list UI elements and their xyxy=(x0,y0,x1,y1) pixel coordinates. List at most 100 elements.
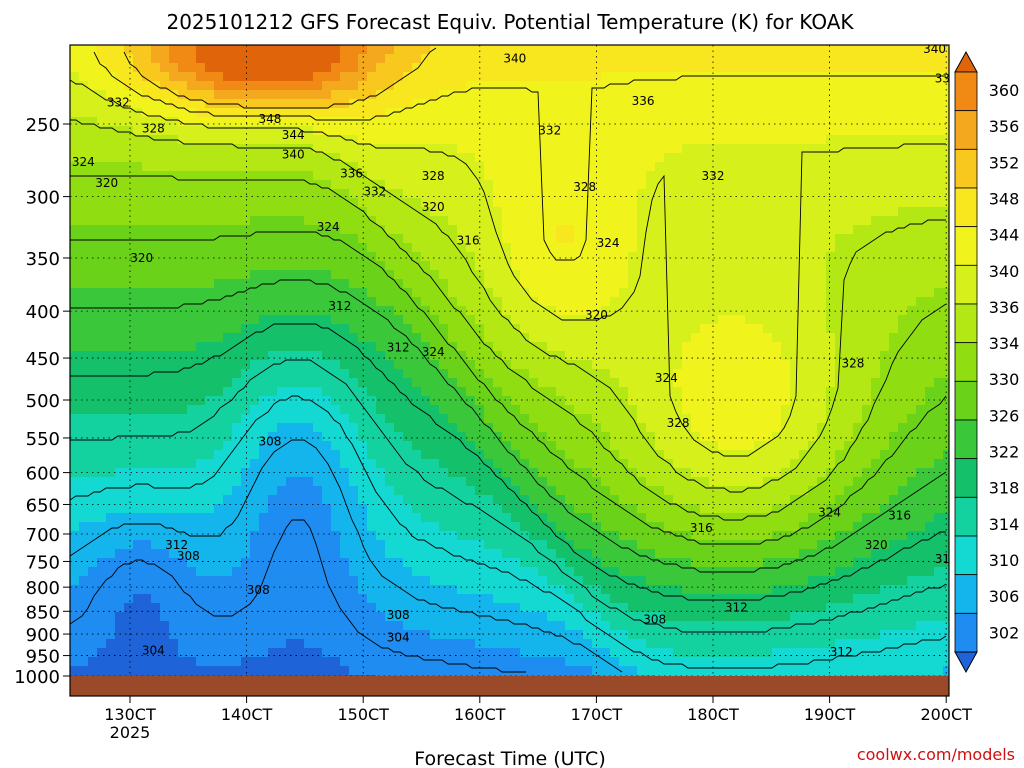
field-cell xyxy=(511,63,521,73)
field-cell xyxy=(151,414,161,424)
field-cell xyxy=(943,162,949,172)
field-cell xyxy=(907,495,917,505)
field-cell xyxy=(331,162,341,172)
field-cell xyxy=(421,108,431,118)
field-cell xyxy=(394,171,404,181)
field-cell xyxy=(889,270,899,280)
field-cell xyxy=(70,459,80,469)
field-cell xyxy=(601,423,611,433)
field-cell xyxy=(610,315,620,325)
field-cell xyxy=(502,234,512,244)
field-cell xyxy=(376,198,386,208)
field-cell xyxy=(475,315,485,325)
field-cell xyxy=(106,207,116,217)
field-cell xyxy=(214,396,224,406)
field-cell xyxy=(727,225,737,235)
field-cell xyxy=(907,441,917,451)
field-cell xyxy=(772,342,782,352)
field-cell xyxy=(772,171,782,181)
field-cell xyxy=(286,342,296,352)
field-cell xyxy=(349,306,359,316)
field-cell xyxy=(844,288,854,298)
field-cell xyxy=(115,252,125,262)
field-cell xyxy=(610,144,620,154)
field-cell xyxy=(106,441,116,451)
field-cell xyxy=(484,108,494,118)
field-cell xyxy=(610,207,620,217)
field-cell xyxy=(700,261,710,271)
field-cell xyxy=(358,81,368,91)
field-cell xyxy=(502,108,512,118)
field-cell xyxy=(943,45,949,55)
field-cell xyxy=(619,351,629,361)
field-cell xyxy=(547,81,557,91)
field-cell xyxy=(457,126,467,136)
field-cell xyxy=(88,378,98,388)
field-cell xyxy=(844,108,854,118)
field-cell xyxy=(466,189,476,199)
field-cell xyxy=(772,360,782,370)
field-cell xyxy=(583,135,593,145)
field-cell xyxy=(268,216,278,226)
field-cell xyxy=(196,414,206,424)
field-cell xyxy=(421,126,431,136)
field-cell xyxy=(610,369,620,379)
field-cell xyxy=(70,477,80,487)
field-cell xyxy=(583,234,593,244)
field-cell xyxy=(925,99,935,109)
field-cell xyxy=(403,396,413,406)
field-cell xyxy=(736,405,746,415)
field-cell xyxy=(79,297,89,307)
field-cell xyxy=(304,279,314,289)
field-cell xyxy=(574,360,584,370)
field-cell xyxy=(817,270,827,280)
field-cell xyxy=(115,261,125,271)
field-cell xyxy=(655,45,665,55)
field-cell xyxy=(502,45,512,55)
field-cell xyxy=(493,171,503,181)
field-cell xyxy=(565,126,575,136)
field-cell xyxy=(106,432,116,442)
field-cell xyxy=(70,270,80,280)
field-cell xyxy=(808,288,818,298)
field-cell xyxy=(214,108,224,118)
field-cell xyxy=(754,162,764,172)
field-cell xyxy=(754,54,764,64)
field-cell xyxy=(853,297,863,307)
field-cell xyxy=(637,180,647,190)
field-cell xyxy=(358,396,368,406)
field-cell xyxy=(421,63,431,73)
field-cell xyxy=(403,405,413,415)
field-cell xyxy=(898,360,908,370)
field-cell xyxy=(421,180,431,190)
field-cell xyxy=(88,243,98,253)
field-cell xyxy=(313,261,323,271)
field-cell xyxy=(862,90,872,100)
field-cell xyxy=(880,369,890,379)
field-cell xyxy=(475,477,485,487)
field-cell xyxy=(574,162,584,172)
field-cell xyxy=(70,144,80,154)
field-cell xyxy=(313,252,323,262)
field-cell xyxy=(250,369,260,379)
field-cell xyxy=(664,72,674,82)
field-cell xyxy=(907,369,917,379)
field-cell xyxy=(673,135,683,145)
field-cell xyxy=(898,324,908,334)
field-cell xyxy=(232,234,242,244)
field-cell xyxy=(628,135,638,145)
field-cell xyxy=(871,72,881,82)
field-cell xyxy=(709,63,719,73)
field-cell xyxy=(754,126,764,136)
field-cell xyxy=(889,45,899,55)
field-cell xyxy=(655,126,665,136)
field-cell xyxy=(691,144,701,154)
field-cell xyxy=(718,414,728,424)
field-cell xyxy=(691,261,701,271)
field-cell xyxy=(673,360,683,370)
field-cell xyxy=(826,270,836,280)
field-cell xyxy=(925,423,935,433)
field-cell xyxy=(214,360,224,370)
field-cell xyxy=(646,162,656,172)
